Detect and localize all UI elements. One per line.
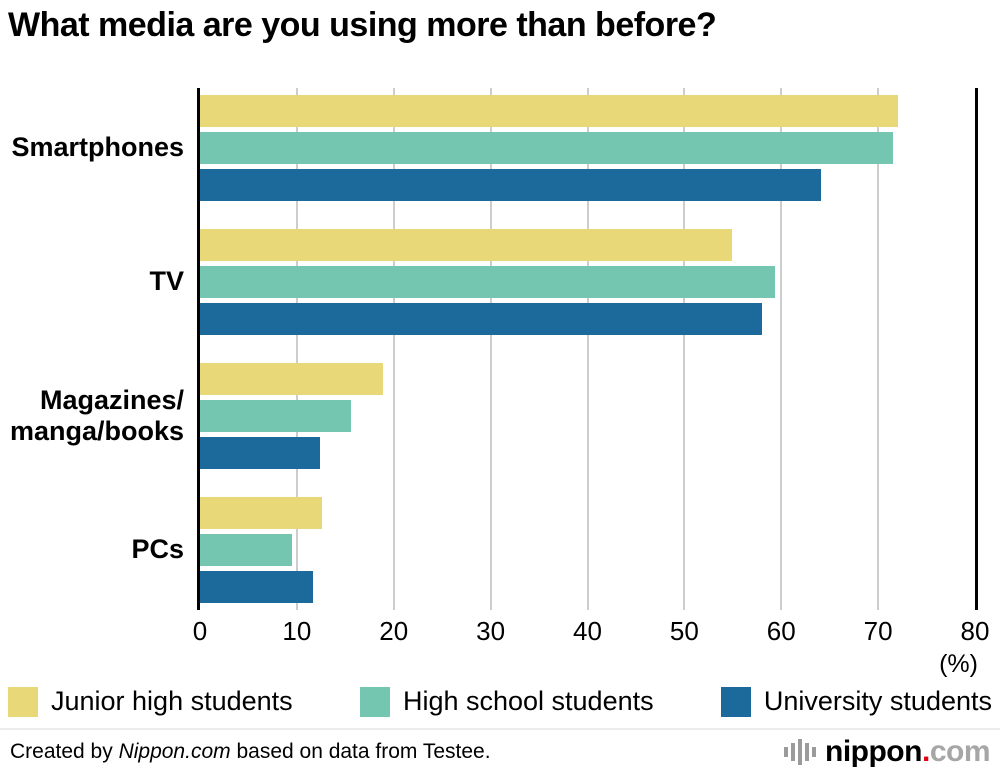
bar-university-students — [200, 437, 321, 469]
bar-stack — [200, 95, 975, 201]
bar-university-students — [200, 303, 762, 335]
bar-junior-high-students — [200, 95, 899, 127]
grid-layer — [197, 88, 978, 610]
bar-junior-high-students — [200, 229, 732, 261]
gridline — [877, 88, 880, 610]
x-axis-unit-label: (%) — [939, 650, 978, 678]
x-tick-label: 30 — [476, 616, 506, 646]
bar-stack — [200, 363, 975, 469]
x-axis-ticks: 0 10 20 30 40 50 60 70 80 — [193, 616, 990, 648]
gridline — [780, 88, 783, 610]
gridline — [586, 88, 589, 610]
category-group: TV — [0, 229, 975, 335]
bar-high-school-students — [200, 266, 776, 298]
chart-area: Smartphones TV Magazines/ manga/books PCs — [0, 88, 1000, 610]
bar-high-school-students — [200, 534, 293, 566]
soundwave-icon — [784, 737, 816, 767]
gridline — [295, 88, 298, 610]
x-tick-label: 80 — [960, 616, 990, 646]
credit-suffix: based on data from Testee. — [230, 740, 491, 763]
bar-university-students — [200, 571, 314, 603]
x-tick-label: 50 — [669, 616, 699, 646]
legend-item-junior-high: Junior high students — [8, 686, 293, 717]
footer: Created by Nippon.com based on data from… — [0, 728, 1000, 774]
chart-title: What media are you using more than befor… — [8, 6, 717, 44]
legend-item-high-school: High school students — [359, 686, 654, 717]
logo-dot: . — [921, 735, 930, 768]
x-tick-label: 20 — [379, 616, 409, 646]
legend-label-junior-high: Junior high students — [51, 686, 293, 716]
gridline — [489, 88, 492, 610]
x-tick-label: 0 — [192, 616, 208, 646]
bar-stack — [200, 497, 975, 603]
plot-groups: Smartphones TV Magazines/ manga/books PCs — [0, 88, 975, 610]
legend-label-university: University students — [763, 686, 992, 716]
bar-high-school-students — [200, 400, 352, 432]
bar-university-students — [200, 169, 821, 201]
bar-stack — [200, 229, 975, 335]
category-label: Smartphones — [11, 132, 184, 163]
legend-label-high-school: High school students — [402, 686, 654, 716]
gridline — [392, 88, 395, 610]
logo-nippon: nippon — [825, 735, 922, 768]
bar-junior-high-students — [200, 497, 323, 529]
x-tick-label: 70 — [863, 616, 893, 646]
credit-text: Created by Nippon.com based on data from… — [10, 740, 491, 764]
logo-com: com — [929, 735, 991, 768]
bar-high-school-students — [200, 132, 893, 164]
category-group: Smartphones — [0, 95, 975, 201]
category-label: PCs — [131, 534, 184, 565]
legend-swatch-university — [720, 686, 751, 717]
x-tick-label: 60 — [766, 616, 796, 646]
legend: Junior high students High school student… — [8, 686, 992, 717]
category-label: Magazines/ manga/books — [9, 384, 184, 446]
category-label: TV — [149, 266, 184, 297]
credit-prefix: Created by — [10, 740, 119, 763]
legend-swatch-junior-high — [8, 686, 38, 717]
bar-junior-high-students — [200, 363, 384, 395]
credit-source: Nippon.com — [118, 740, 231, 763]
x-tick-label: 10 — [282, 616, 312, 646]
gridline — [683, 88, 686, 610]
category-group: PCs — [0, 497, 975, 603]
logo-wordmark: nippon.com — [825, 735, 991, 769]
category-group: Magazines/ manga/books — [0, 363, 975, 469]
legend-swatch-high-school — [359, 686, 390, 717]
legend-item-university: University students — [720, 686, 992, 717]
nippon-logo: nippon.com — [784, 735, 991, 769]
x-tick-label: 40 — [573, 616, 602, 646]
